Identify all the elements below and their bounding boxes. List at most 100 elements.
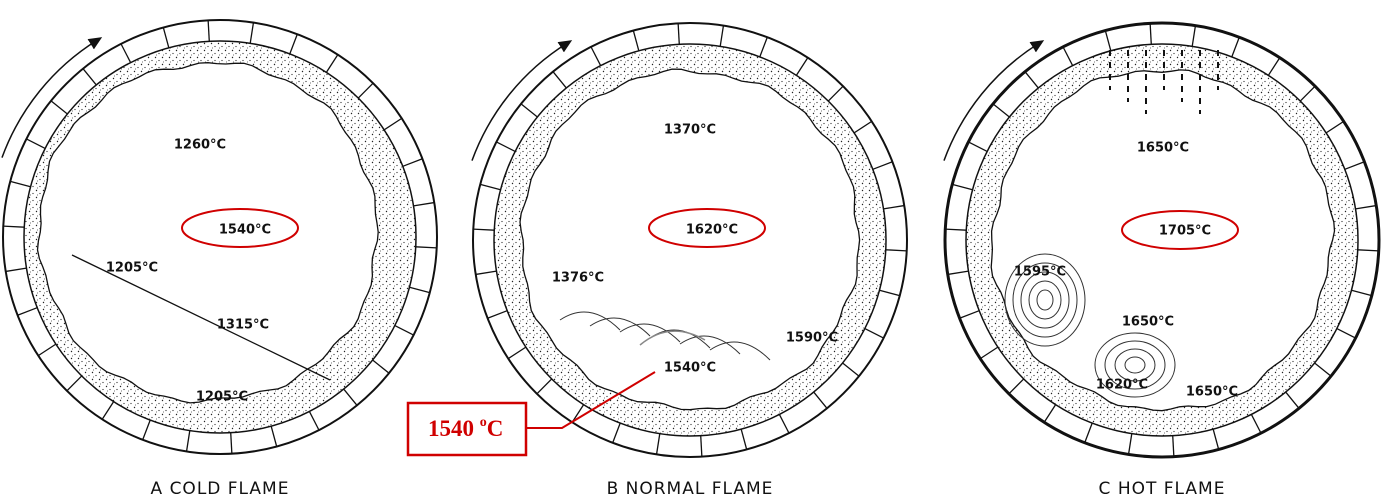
brick-joint <box>1212 429 1220 450</box>
brick-joint <box>842 362 860 377</box>
brick-joint <box>883 204 905 210</box>
brick-joint <box>1062 46 1074 66</box>
brick-joint <box>1084 422 1093 444</box>
brick-joint <box>1043 404 1057 423</box>
brick-joint <box>487 310 508 319</box>
flame-swirl <box>1036 289 1054 311</box>
brick-joint <box>813 391 828 409</box>
flame-swirl <box>1020 271 1070 329</box>
brick-joint <box>249 22 255 44</box>
flame-swirl <box>679 335 741 355</box>
brick-joint <box>536 378 553 395</box>
brick-joint <box>795 57 809 76</box>
brick-joint <box>409 286 430 294</box>
brick-joint <box>1267 57 1281 76</box>
temperature-label: 1650°C <box>1186 385 1238 400</box>
callout-box <box>406 401 528 457</box>
brick-joint <box>325 54 339 73</box>
brick-joint <box>10 180 31 188</box>
brick-joint <box>142 419 151 441</box>
flame-swirl <box>1012 262 1078 338</box>
brick-joint <box>357 82 374 99</box>
highlight-ellipse <box>648 208 766 248</box>
brick-joint <box>1325 120 1345 134</box>
flame-swirl <box>619 323 681 343</box>
brick-joint <box>308 411 320 431</box>
kiln-panel: 1650°C 1705°C 1595°C 1650°C 1620°C 1650°C C HO… <box>943 21 1381 499</box>
panel-caption: A COLD FLAME <box>151 479 290 499</box>
brick-joint <box>270 426 278 447</box>
brick-joint <box>5 267 27 273</box>
brick-joint <box>1231 36 1240 58</box>
callout: 1540 oC <box>406 371 656 457</box>
temperature-label: 1540°C <box>664 361 716 376</box>
brick-joint <box>3 225 25 228</box>
brick-joint <box>1285 391 1300 409</box>
brick-joint <box>827 85 844 102</box>
panel-caption: C HOT FLAME <box>1099 479 1226 499</box>
highlight-ellipse <box>1121 210 1239 250</box>
brick-joint <box>1024 71 1039 89</box>
temperature-label: 1376°C <box>552 271 604 286</box>
brick-joint <box>402 158 423 167</box>
brick-joint <box>82 68 97 86</box>
brick-joint <box>37 343 57 357</box>
brick-joint <box>1149 23 1152 45</box>
temperature-label: 1590°C <box>786 331 838 346</box>
brick-joint <box>1250 414 1262 434</box>
brick-joint <box>120 43 132 63</box>
temperature-label: 1595°C <box>1014 265 1066 280</box>
temperature-label: 1650°C <box>1122 315 1174 330</box>
flame-swirl <box>1004 253 1086 347</box>
brick-joint <box>632 30 640 51</box>
flame-swirl <box>709 341 771 361</box>
brick-joint <box>700 435 703 457</box>
brick-joint <box>394 324 414 336</box>
brick-joint <box>952 183 973 191</box>
brick-joint <box>415 246 437 249</box>
highlight-ellipse <box>181 208 299 248</box>
brick-joint <box>947 270 969 276</box>
temperature-label: 1650°C <box>1137 141 1189 156</box>
callout-text: 1540 oC <box>428 415 503 441</box>
brick-joint <box>162 27 170 48</box>
brick-joint <box>677 23 680 45</box>
temperature-label: 1370°C <box>664 123 716 138</box>
brick-joint <box>853 120 873 134</box>
callout-unit: C <box>487 416 504 441</box>
temperature-label: 1205°C <box>106 261 158 276</box>
kiln-panel: 1260°C 1540°C 1205°C 1315°C 1205°C A COLD FLA… <box>1 19 438 499</box>
bed-line <box>71 254 331 381</box>
flame-swirl <box>1104 340 1166 390</box>
rotation-arrow <box>471 40 573 161</box>
brick-joint <box>945 228 967 231</box>
callout-leader <box>527 371 656 429</box>
brick-joint <box>185 430 191 452</box>
kiln-panel: 1370°C 1620°C 1376°C 1540°C 1590°C B NORMAL F… <box>471 22 908 499</box>
temperature-label: 1315°C <box>217 318 269 333</box>
brick-joint <box>979 346 999 360</box>
brick-joint <box>1104 30 1112 51</box>
panel-caption: B NORMAL FLAME <box>607 479 774 499</box>
brick-joint <box>872 161 893 170</box>
brick-joint <box>383 117 403 131</box>
brick-joint <box>759 36 768 58</box>
brick-joint <box>1127 433 1133 455</box>
brick-joint <box>1357 249 1379 252</box>
brick-joint <box>17 307 38 316</box>
brick-joint <box>1299 85 1316 102</box>
rotation-arrow <box>943 40 1045 161</box>
brick-joint <box>1314 362 1332 377</box>
callout-number: 1540 <box>428 416 480 441</box>
temperature-label: 1620°C <box>686 223 738 238</box>
kiln-interior <box>519 68 861 411</box>
brick-joint <box>1355 204 1377 210</box>
flame-swirl <box>1094 332 1176 398</box>
brick-joint <box>475 270 497 276</box>
brick-joint <box>959 310 980 319</box>
brick-joint <box>612 422 621 444</box>
brick-joint <box>473 228 495 231</box>
brick-joint <box>101 401 115 420</box>
flame-swirl <box>1124 356 1146 374</box>
brick-joint <box>992 103 1010 118</box>
